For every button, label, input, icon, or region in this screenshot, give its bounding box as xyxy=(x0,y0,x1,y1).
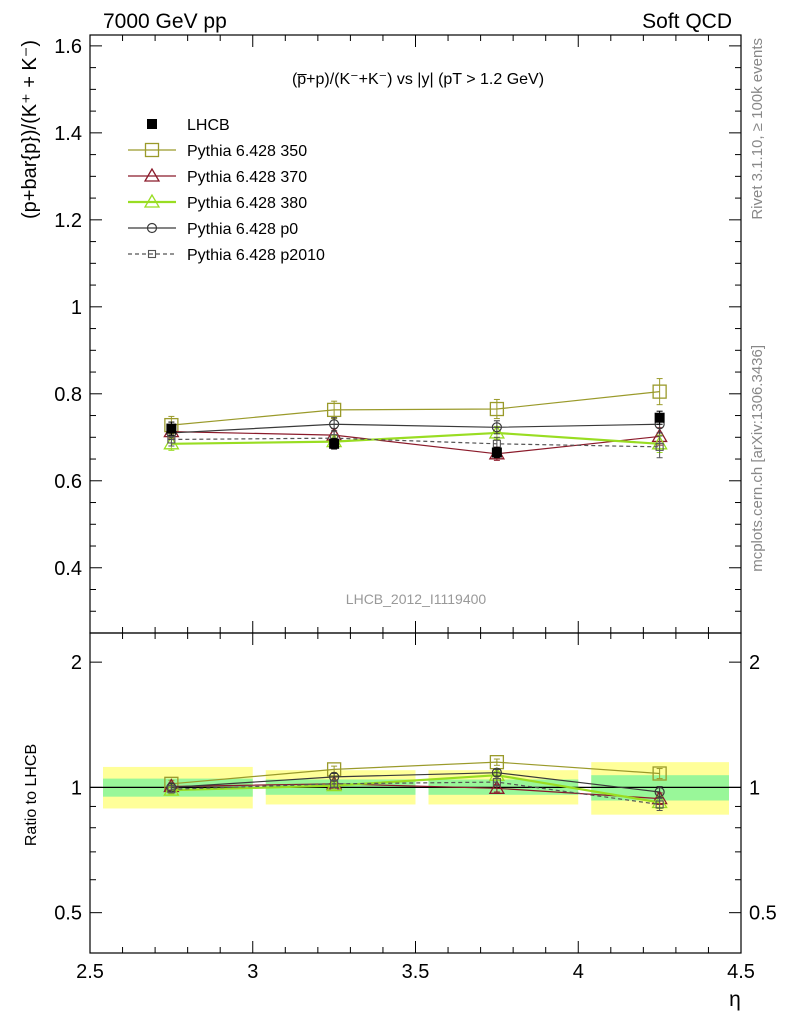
main-point-p2010 xyxy=(655,442,664,451)
header-left: 7000 GeV pp xyxy=(103,10,227,33)
main-point-p350 xyxy=(652,384,667,399)
ratio-point-p2010 xyxy=(330,779,339,788)
legend-label-p2010: Pythia 6.428 p2010 xyxy=(187,247,325,264)
ratio-xtick-label: 3.5 xyxy=(402,961,430,983)
main-y-axis-label: (p+bar{p})/(K⁺ + K⁻) xyxy=(19,40,41,219)
rivet-version-label: Rivet 3.1.10, ≥ 100k events xyxy=(749,38,766,220)
legend-marker-data xyxy=(147,119,157,129)
legend-label-data: LHCB xyxy=(187,117,230,134)
main-line-p380 xyxy=(171,431,660,445)
main-point-p2010 xyxy=(167,435,176,444)
x-axis-label: η xyxy=(729,988,741,1011)
legend: LHCB Pythia 6.428 350 Pythia 6.428 370 Pyth… xyxy=(128,117,325,264)
legend-marker-p380 xyxy=(143,193,161,208)
ratio-line-p350 xyxy=(171,761,660,785)
main-ytick-label: 1.4 xyxy=(54,123,82,145)
ratio-ytick-label-right: 2 xyxy=(749,652,760,674)
mcplots-label: mcplots.cern.ch [arXiv:1306.3436] xyxy=(749,345,766,572)
ratio-point-p350 xyxy=(652,766,667,781)
ratio-ytick-label-right: 1 xyxy=(749,777,760,799)
analysis-label: LHCB_2012_I1119400 xyxy=(346,591,487,607)
ratio-ytick-label: 0.5 xyxy=(54,903,82,925)
main-line-p0 xyxy=(171,423,660,434)
ratio-xtick-label: 2.5 xyxy=(76,961,104,983)
legend-label-p380: Pythia 6.428 380 xyxy=(187,195,307,212)
ratio-ytick-label-right: 0.5 xyxy=(749,903,777,925)
ratio-panel: Ratio to LHCB η 0.5 0.5 1 1 2 2 2.5 3 3.5 4 4.5 xyxy=(23,632,777,1011)
ratio-point-p370 xyxy=(488,780,506,794)
main-line-p2010 xyxy=(171,437,660,448)
main-series-p380 xyxy=(163,424,668,454)
ratio-point-p0 xyxy=(491,767,502,778)
legend-marker-p0 xyxy=(146,222,158,234)
main-ytick-label: 1 xyxy=(71,297,82,319)
ratio-point-p2010 xyxy=(492,778,501,787)
main-axes: 0.4 0.6 0.8 1 1.2 1.4 1.6 xyxy=(54,34,742,634)
ratio-axes: 0.5 0.5 1 1 2 2 2.5 3 3.5 4 4.5 xyxy=(54,632,777,983)
header-right: Soft QCD xyxy=(642,10,732,33)
legend-label-p0: Pythia 6.428 p0 xyxy=(187,221,298,238)
ratio-y-axis-label: Ratio to LHCB xyxy=(23,744,40,846)
main-point-data xyxy=(654,412,665,423)
legend-label-p350: Pythia 6.428 350 xyxy=(187,143,307,160)
main-point-data xyxy=(166,423,177,434)
ratio-point-p2010 xyxy=(655,800,664,809)
main-point-p0 xyxy=(329,419,340,430)
main-point-p0 xyxy=(491,422,502,433)
ratio-point-p2010 xyxy=(167,785,176,794)
main-ytick-label: 0.4 xyxy=(54,558,82,580)
main-point-p350 xyxy=(489,401,505,417)
main-plot-content xyxy=(163,378,668,461)
main-ytick-label: 1.2 xyxy=(54,210,82,232)
main-ytick-label: 0.8 xyxy=(54,384,82,406)
main-panel: (p+bar{p})/(K⁺ + K⁻) (p̅+p)/(K⁻+K⁻) vs |… xyxy=(19,34,742,634)
main-ytick-label: 0.6 xyxy=(54,471,82,493)
ratio-xtick-label: 4 xyxy=(573,961,584,983)
legend-marker-p370 xyxy=(143,167,161,182)
ratio-line-p2010 xyxy=(171,781,660,806)
ratio-plot-content xyxy=(90,755,741,815)
main-series-data xyxy=(166,410,665,459)
main-line-p350 xyxy=(171,391,660,426)
ratio-series-p2010 xyxy=(167,778,664,812)
ratio-xtick-label: 3 xyxy=(247,961,258,983)
ratio-ytick-label: 1 xyxy=(71,777,82,799)
main-point-data xyxy=(329,438,340,449)
ratio-point-p0 xyxy=(654,786,665,798)
main-plot-title: (p̅+p)/(K⁻+K⁻) vs |y| (pT > 1.2 GeV) xyxy=(292,71,544,88)
legend-marker-p350 xyxy=(144,142,160,158)
legend-label-p370: Pythia 6.428 370 xyxy=(187,169,307,186)
ratio-xtick-label: 4.5 xyxy=(727,961,755,983)
ratio-ytick-label: 2 xyxy=(71,652,82,674)
main-ytick-label: 1.6 xyxy=(54,36,82,58)
main-point-data xyxy=(491,447,502,458)
ratio-line-p380 xyxy=(171,774,660,804)
main-point-p350 xyxy=(326,402,342,418)
legend-marker-p2010 xyxy=(147,249,157,259)
ratio-line-p0 xyxy=(171,772,660,793)
